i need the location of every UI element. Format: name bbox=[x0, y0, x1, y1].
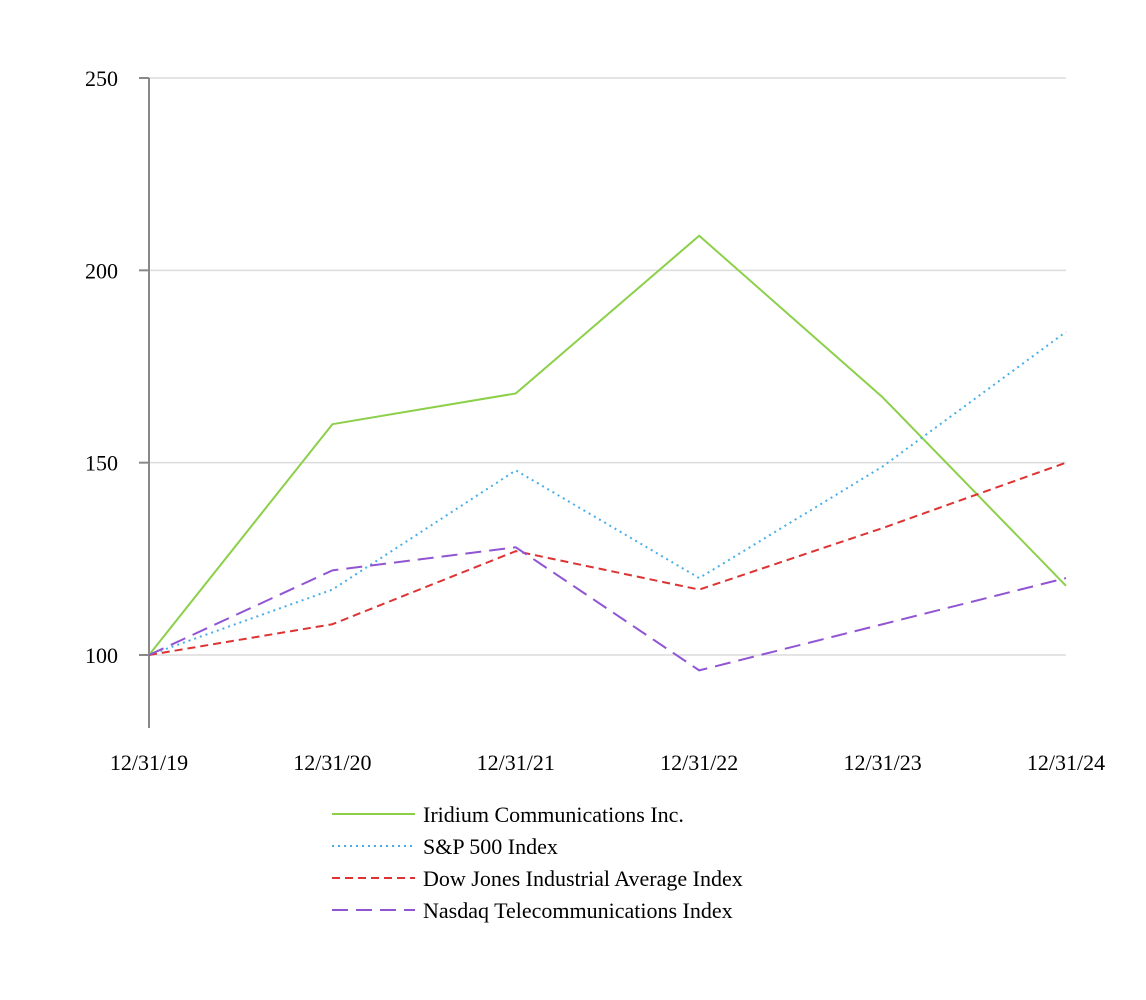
y-axis-tick-labels: 100 150 200 250 bbox=[85, 66, 118, 668]
series-line-iridium-communications-inc bbox=[148, 234, 1067, 656]
y-tick-label: 200 bbox=[85, 258, 118, 283]
x-axis-tick-labels: 12/31/19 12/31/20 12/31/21 12/31/22 12/31/23… bbox=[110, 750, 1105, 775]
series-line-nasdaq-telecommunications-index bbox=[148, 546, 1067, 672]
legend-label: S&P 500 Index bbox=[423, 834, 558, 859]
series-line-s-p-500-index bbox=[148, 331, 1067, 656]
y-tick-label: 100 bbox=[85, 643, 118, 668]
x-tick-label: 12/31/20 bbox=[293, 750, 371, 775]
legend: Iridium Communications Inc. S&P 500 Index… bbox=[332, 802, 743, 923]
x-tick-label: 12/31/23 bbox=[843, 750, 921, 775]
x-tick-label: 12/31/21 bbox=[477, 750, 555, 775]
series-line-dow-jones-industrial-average-index bbox=[148, 461, 1067, 656]
x-tick-label: 12/31/24 bbox=[1027, 750, 1105, 775]
legend-label: Iridium Communications Inc. bbox=[423, 802, 684, 827]
y-tick-label: 250 bbox=[85, 66, 118, 91]
legend-label: Dow Jones Industrial Average Index bbox=[423, 866, 743, 891]
x-tick-label: 12/31/19 bbox=[110, 750, 188, 775]
x-tick-label: 12/31/22 bbox=[660, 750, 738, 775]
series-lines bbox=[148, 234, 1067, 672]
y-tick-label: 150 bbox=[85, 451, 118, 476]
legend-label: Nasdaq Telecommunications Index bbox=[423, 898, 733, 923]
